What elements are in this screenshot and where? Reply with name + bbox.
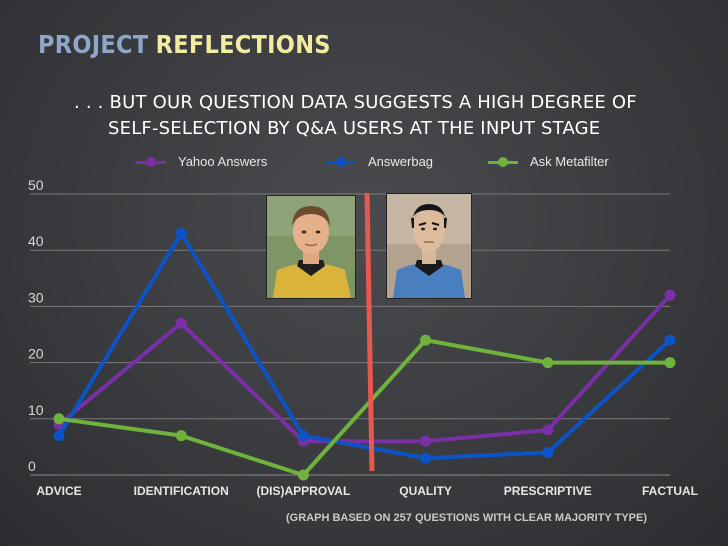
x-tick-label: PRESCRIPTIVE bbox=[504, 484, 592, 498]
data-point bbox=[175, 227, 187, 239]
y-tick-label: 0 bbox=[28, 458, 36, 474]
y-tick-label: 40 bbox=[28, 233, 44, 249]
data-point bbox=[664, 289, 676, 301]
legend-swatch-yahoo bbox=[136, 156, 166, 168]
legend-swatch-metafilter bbox=[488, 156, 518, 168]
title-part-reflections: REFLECTIONS bbox=[155, 30, 331, 59]
y-tick-label: 30 bbox=[28, 289, 44, 305]
x-tick-label: ADVICE bbox=[36, 484, 81, 498]
legend-label-metafilter: Ask Metafilter bbox=[530, 154, 609, 169]
slide-title: PROJECT REFLECTIONS bbox=[38, 30, 331, 59]
chart-legend: Yahoo Answers Answerbag Ask Metafilter bbox=[0, 154, 728, 174]
legend-item-answerbag: Answerbag bbox=[326, 154, 433, 169]
y-tick-label: 10 bbox=[28, 402, 44, 418]
data-point bbox=[664, 334, 676, 346]
data-point bbox=[53, 430, 65, 442]
x-tick-label: IDENTIFICATION bbox=[134, 484, 229, 498]
legend-label-yahoo: Yahoo Answers bbox=[178, 154, 268, 169]
data-point bbox=[297, 430, 309, 442]
subtitle-line-1: . . . BUT OUR QUESTION DATA SUGGESTS A H… bbox=[74, 92, 637, 113]
x-tick-label: (DIS)APPROVAL bbox=[257, 484, 351, 498]
data-point bbox=[53, 413, 65, 425]
y-tick-label: 20 bbox=[28, 346, 44, 362]
data-point bbox=[420, 452, 432, 464]
chart-gridlines bbox=[30, 193, 670, 476]
right-portrait-icon bbox=[387, 194, 471, 298]
data-point bbox=[542, 424, 554, 436]
chart-series bbox=[53, 227, 676, 481]
left-portrait-icon bbox=[267, 196, 355, 298]
data-point bbox=[175, 317, 187, 329]
left-portrait-image bbox=[266, 195, 356, 299]
slide-subtitle: . . . BUT OUR QUESTION DATA SUGGESTS A H… bbox=[74, 90, 694, 142]
x-tick-label: QUALITY bbox=[399, 484, 452, 498]
data-point bbox=[542, 447, 554, 459]
legend-item-yahoo: Yahoo Answers bbox=[136, 154, 267, 169]
x-axis-ticks: ADVICE IDENTIFICATION (DIS)APPROVAL QUALITY… bbox=[36, 484, 698, 498]
title-part-project: PROJECT bbox=[38, 30, 149, 59]
data-point bbox=[542, 357, 554, 369]
series-line bbox=[57, 293, 672, 444]
data-point bbox=[175, 430, 187, 442]
legend-label-answerbag: Answerbag bbox=[368, 154, 434, 169]
data-point bbox=[297, 469, 309, 481]
series-line bbox=[58, 338, 670, 477]
y-tick-label: 50 bbox=[28, 177, 44, 193]
legend-item-metafilter: Ask Metafilter bbox=[488, 154, 609, 169]
right-portrait-image bbox=[386, 193, 472, 299]
graph-footnote: (GRAPH BASED ON 257 QUESTIONS WITH CLEAR… bbox=[286, 512, 648, 524]
data-point bbox=[664, 357, 676, 369]
x-tick-label: FACTUAL bbox=[642, 484, 698, 498]
legend-swatch-answerbag bbox=[326, 156, 356, 168]
subtitle-line-2: SELF-SELECTION BY Q&A USERS AT THE INPUT… bbox=[108, 118, 601, 139]
y-axis-ticks: 0 10 20 30 40 50 bbox=[28, 177, 44, 474]
series-line bbox=[57, 231, 672, 461]
data-point bbox=[420, 334, 432, 346]
data-point bbox=[420, 435, 432, 447]
